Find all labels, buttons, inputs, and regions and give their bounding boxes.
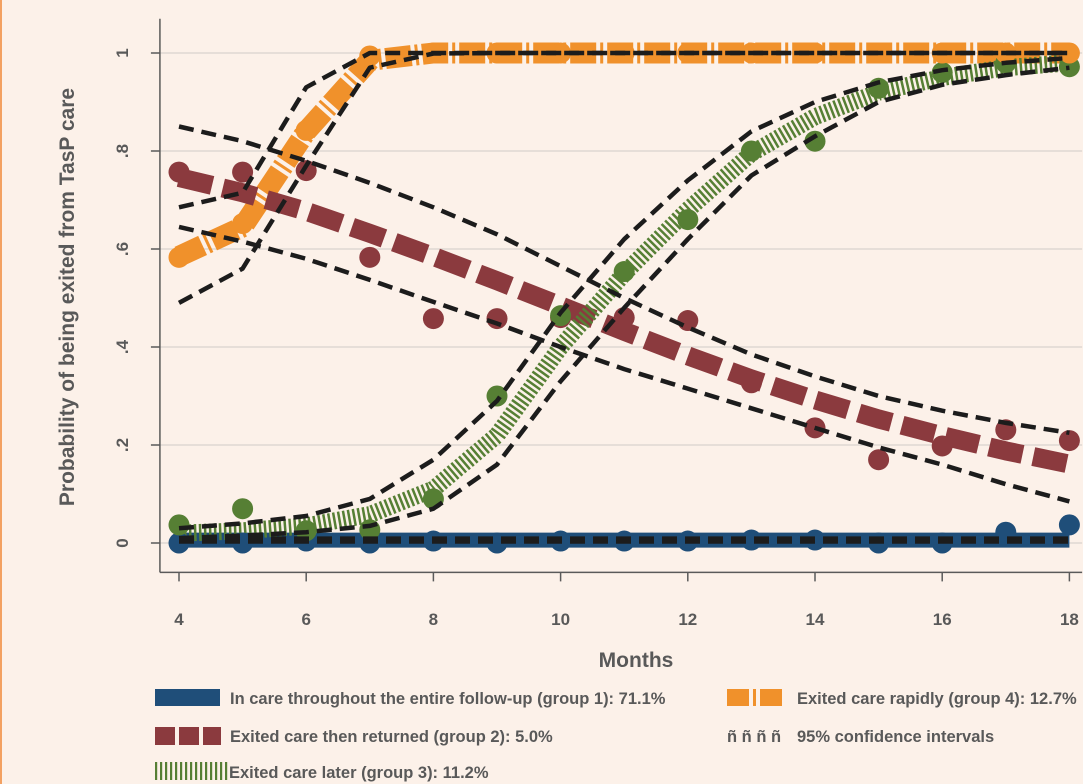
legend-swatch-dash [179, 727, 199, 745]
group-2-observed-point [740, 372, 762, 394]
x-tick-label: 8 [429, 610, 438, 629]
y-tick-label: 0 [113, 538, 132, 547]
x-tick-label: 18 [1060, 610, 1079, 629]
legend-swatch-hatch-stroke [155, 762, 158, 780]
group-2-observed-point [232, 161, 254, 183]
legend: In care throughout the entire follow-up … [155, 689, 1077, 782]
group-2-observed-point [359, 246, 381, 268]
legend-swatch-hatch-stroke [170, 762, 173, 780]
y-axis-label: Probability of being exited from TasP ca… [56, 88, 79, 506]
group-4-observed-point [295, 119, 317, 141]
group-2-observed-point [931, 435, 953, 457]
legend-swatch-group-1 [155, 689, 220, 706]
legend-label-group-2: Exited care then returned (group 2): 5.0… [230, 728, 553, 746]
group-2-observed-point [1058, 430, 1080, 452]
group-3-ci-upper-line [178, 55, 1070, 531]
legend-swatch-dash [155, 727, 175, 745]
group-4-ci-lower-line [177, 50, 1070, 305]
group-2-observed-point [486, 308, 508, 330]
group-3-ci-lower-line [178, 65, 1070, 541]
legend-swatch-hatch-stroke [160, 762, 163, 780]
y-tick-label: .2 [113, 438, 132, 452]
legend-label-ci: 95% confidence intervals [797, 728, 994, 746]
legend-swatch-hatch-stroke [185, 762, 188, 780]
confidence-interval-lines [177, 50, 1070, 544]
group-2-ci-upper-line [178, 124, 1070, 436]
group-3-observed-point [168, 514, 190, 536]
legend-swatch-hatch-stroke [225, 762, 228, 780]
legend-item-group-2: Exited care then returned (group 2): 5.0… [155, 727, 553, 746]
x-tick-label: 6 [301, 610, 310, 629]
y-tick-label: .6 [113, 242, 132, 256]
group-3-observed-point [232, 498, 254, 520]
legend-item-group-3: Exited care later (group 3): 11.2% [155, 762, 489, 782]
legend-swatch-group-3 [155, 762, 228, 780]
group-2-ci-lower-line [178, 224, 1070, 504]
legend-swatch-hatch-stroke [190, 762, 193, 780]
legend-swatch-dot [753, 689, 756, 706]
legend-swatch-hatch-stroke [165, 762, 168, 780]
observed-points [168, 42, 1080, 554]
x-tick-label: 4 [174, 610, 184, 629]
group-2-observed-point [422, 308, 444, 330]
group-4-observed-point [232, 213, 254, 235]
legend-item-group-1: In care throughout the entire follow-up … [155, 689, 666, 708]
legend-label-group-1: In care throughout the entire follow-up … [230, 690, 666, 708]
group-1-observed-point [740, 529, 762, 551]
x-tick-label: 14 [806, 610, 825, 629]
legend-label-group-3: Exited care later (group 3): 11.2% [229, 764, 489, 782]
group-4-observed-point [168, 246, 190, 268]
y-tick-label: 1 [113, 48, 132, 57]
legend-swatch-dash [203, 727, 221, 745]
legend-swatch-hatch-stroke [205, 762, 208, 780]
legend-swatch-hatch-stroke [210, 762, 213, 780]
frame-left-border [0, 0, 2, 784]
legend-swatch-dash [760, 689, 782, 706]
legend-swatch-hatch-stroke [175, 762, 178, 780]
legend-swatch-dash [727, 689, 749, 706]
group-1-observed-point [1058, 514, 1080, 536]
group-3-observed-point [613, 261, 635, 283]
legend-item-group-4: Exited care rapidly (group 4): 12.7% [727, 689, 1077, 708]
legend-swatch-hatch-stroke [200, 762, 203, 780]
group-3-observed-point [804, 130, 826, 152]
legend-swatch-hatch-stroke [195, 762, 198, 780]
group-4-observed-point [359, 45, 381, 67]
group-3-observed-point [740, 140, 762, 162]
legend-item-ci: ñ ñ ñ ñ 95% confidence intervals [727, 728, 994, 746]
legend-swatch-hatch-stroke [220, 762, 223, 780]
group-3-observed-point [486, 385, 508, 407]
group-2-observed-point [168, 161, 190, 183]
axes: 0.2.4.6.814 6 8 10 12 14 16 18 [113, 18, 1083, 629]
y-tick-label: .8 [113, 144, 132, 158]
group-3-observed-point [677, 209, 699, 231]
x-tick-label: 10 [551, 610, 570, 629]
x-tick-label: 12 [678, 610, 697, 629]
group-2-observed-point [868, 449, 890, 471]
group-4-observed-point [1058, 42, 1080, 64]
legend-symbol-ci: ñ ñ ñ ñ [727, 728, 781, 746]
group-2-observed-point [295, 160, 317, 182]
legend-swatch-hatch-stroke [215, 762, 218, 780]
legend-swatch-hatch-stroke [180, 762, 183, 780]
group-4-observed-point [804, 42, 826, 64]
legend-swatch-group-4 [727, 689, 782, 706]
group-2-observed-point [677, 310, 699, 332]
x-tick-label: 16 [933, 610, 952, 629]
legend-label-group-4: Exited care rapidly (group 4): 12.7% [797, 690, 1077, 708]
x-axis-label: Months [599, 649, 674, 672]
legend-swatch-group-2 [155, 727, 221, 745]
y-tick-label: .4 [113, 339, 132, 354]
group-2-fitted-line [176, 168, 1072, 474]
